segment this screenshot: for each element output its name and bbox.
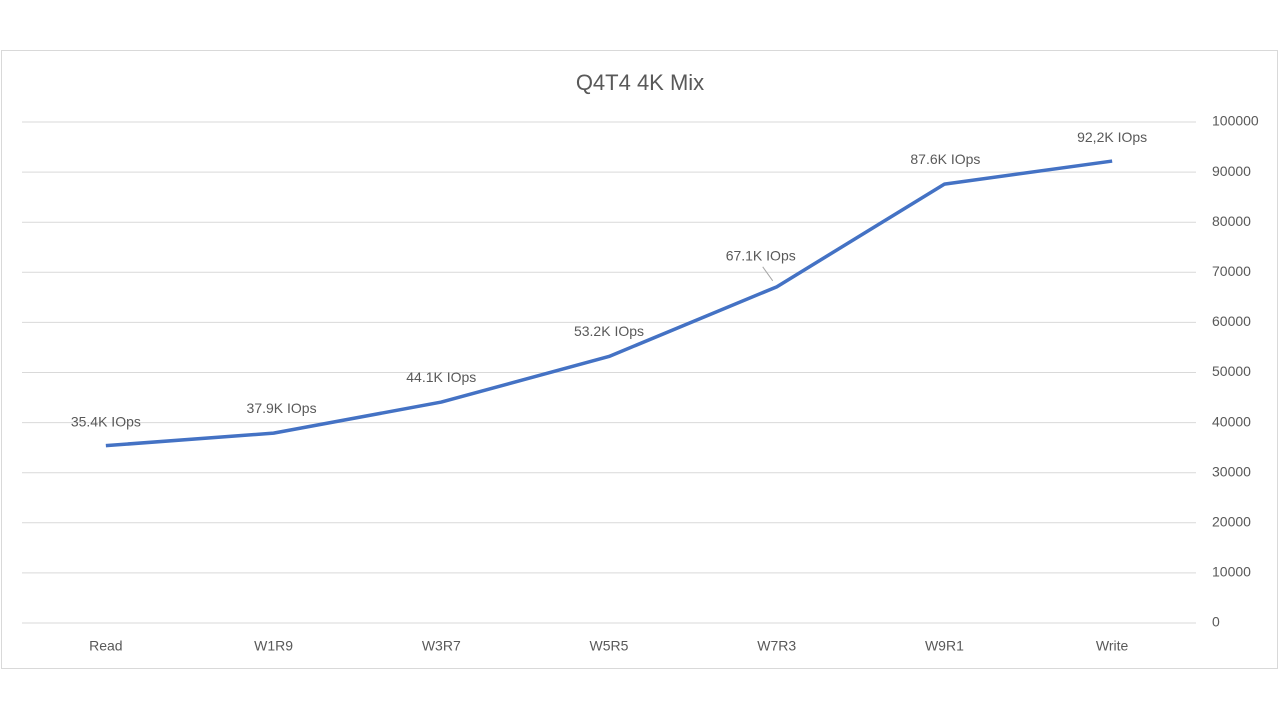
chart-border xyxy=(1,50,1278,669)
x-tick-label: Read xyxy=(89,638,122,654)
y-tick-label: 10000 xyxy=(1212,564,1251,580)
y-tick-label: 60000 xyxy=(1212,313,1251,329)
data-line xyxy=(105,159,1113,448)
data-label: 37.9K IOps xyxy=(247,400,317,416)
y-tick-label: 90000 xyxy=(1212,163,1251,179)
data-label: 92,2K IOps xyxy=(1077,129,1147,145)
x-tick-label: W1R9 xyxy=(254,638,293,654)
y-tick-label: 20000 xyxy=(1212,514,1251,530)
y-tick-label: 100000 xyxy=(1212,113,1259,129)
y-tick-label: 50000 xyxy=(1212,363,1251,379)
data-label: 53.2K IOps xyxy=(574,323,644,339)
x-tick-label: Write xyxy=(1096,638,1129,654)
x-tick-label: W7R3 xyxy=(757,638,796,654)
data-label: 67.1K IOps xyxy=(726,248,796,264)
y-tick-label: 80000 xyxy=(1212,213,1251,229)
leader-line xyxy=(762,266,774,282)
data-label: 35.4K IOps xyxy=(71,413,141,429)
x-tick-label: W9R1 xyxy=(925,638,964,654)
x-tick-label: W5R5 xyxy=(590,638,629,654)
x-tick-label: W3R7 xyxy=(422,638,461,654)
data-label: 44.1K IOps xyxy=(406,369,476,385)
chart-title: Q4T4 4K Mix xyxy=(576,70,704,95)
y-tick-label: 70000 xyxy=(1212,263,1251,279)
y-tick-label: 0 xyxy=(1212,614,1220,630)
y-tick-label: 40000 xyxy=(1212,413,1251,429)
y-tick-label: 30000 xyxy=(1212,463,1251,479)
data-label: 87.6K IOps xyxy=(910,151,980,167)
